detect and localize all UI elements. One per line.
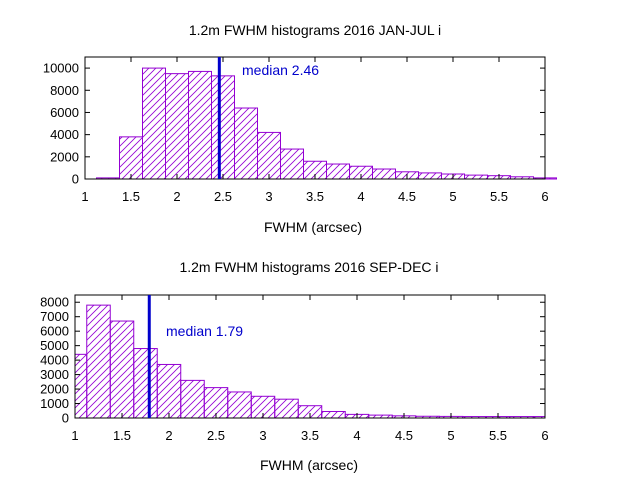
x-tick-label: 3.5 — [301, 428, 319, 443]
x-tick-label: 4 — [353, 428, 360, 443]
y-tick-label: 3000 — [40, 367, 69, 382]
y-tick-label: 4000 — [50, 127, 79, 142]
y-tick-label: 8000 — [50, 83, 79, 98]
chart-title: 1.2m FWHM histograms 2016 SEP-DEC i — [179, 259, 438, 275]
x-tick-label: 3.5 — [306, 189, 324, 204]
bars-group — [74, 304, 546, 419]
y-tick-label: 2000 — [40, 382, 69, 397]
histogram-bar — [321, 410, 346, 419]
median-group: median 2.46 — [217, 57, 319, 179]
histogram-bar — [280, 148, 304, 180]
y-tick-label: 6000 — [40, 324, 69, 339]
x-tick-label: 5.5 — [489, 428, 507, 443]
histogram-bar — [326, 163, 350, 180]
x-tick-label: 1.5 — [113, 428, 131, 443]
histogram-bar — [257, 131, 281, 180]
panel-jan-jul: 1.2m FWHM histograms 2016 JAN-JUL i 1 1.5… — [43, 22, 557, 235]
histogram-bar — [464, 174, 488, 180]
histogram-bar — [227, 391, 252, 419]
x-tick-label: 1 — [71, 428, 78, 443]
x-axis-label: FWHM (arcsec) — [260, 457, 358, 473]
y-tick-label: 2000 — [50, 149, 79, 164]
axes-group: 1 1.5 2 2.5 3 3.5 4 4.5 5 5.5 6 0 2000 4000 6000 8000 10… — [43, 56, 549, 204]
histogram-bar — [142, 67, 166, 180]
median-label: median 2.46 — [242, 62, 319, 78]
histogram-bar — [165, 73, 189, 180]
x-tick-label: 5.5 — [490, 189, 508, 204]
histogram-bar — [188, 70, 212, 180]
y-tick-label: 1000 — [40, 396, 69, 411]
x-tick-label: 2 — [173, 189, 180, 204]
histogram-bar — [74, 353, 88, 419]
y-tick-label: 10000 — [43, 61, 79, 76]
x-tick-label: 6 — [541, 428, 548, 443]
histogram-bar — [156, 363, 182, 419]
histogram-bar — [211, 75, 235, 180]
x-tick-label: 4.5 — [398, 189, 416, 204]
y-tick-label: 7000 — [40, 309, 69, 324]
x-tick-label: 1.5 — [122, 189, 140, 204]
x-tick-label: 5 — [447, 428, 454, 443]
x-tick-label: 2 — [165, 428, 172, 443]
panel-sep-dec: 1.2m FWHM histograms 2016 SEP-DEC i 1 1.5… — [40, 259, 549, 473]
histogram-bar — [234, 107, 258, 180]
x-tick-label: 3 — [265, 189, 272, 204]
histogram-bar — [86, 304, 111, 419]
y-tick-label: 8000 — [40, 295, 69, 310]
bars-group — [96, 67, 557, 180]
histogram-bar — [274, 398, 299, 419]
x-tick-label: 2.5 — [207, 428, 225, 443]
histogram-bar — [109, 320, 135, 419]
histogram-bar — [119, 136, 143, 180]
x-tick-label: 4.5 — [395, 428, 413, 443]
histogram-bar — [372, 168, 396, 180]
x-tick-label: 6 — [541, 189, 548, 204]
y-tick-label: 0 — [62, 411, 69, 426]
x-tick-label: 4 — [357, 189, 364, 204]
y-tick-label: 4000 — [40, 353, 69, 368]
median-label: median 1.79 — [166, 323, 243, 339]
histogram-bar — [133, 348, 158, 419]
histogram-bar — [180, 379, 205, 419]
x-axis-label: FWHM (arcsec) — [264, 219, 362, 235]
axes-group: 1 1.5 2 2.5 3 3.5 4 4.5 5 5.5 6 0100020003000400050… — [40, 294, 549, 443]
y-tick-label: 6000 — [50, 105, 79, 120]
x-tick-label: 3 — [259, 428, 266, 443]
y-tick-label: 0 — [72, 172, 79, 187]
x-tick-label: 5 — [449, 189, 456, 204]
median-group: median 1.79 — [147, 295, 243, 418]
y-tick-label: 5000 — [40, 338, 69, 353]
x-tick-label: 2.5 — [214, 189, 232, 204]
histogram-bar — [418, 172, 442, 180]
chart-title: 1.2m FWHM histograms 2016 JAN-JUL i — [189, 22, 441, 38]
x-tick-label: 1 — [81, 189, 88, 204]
